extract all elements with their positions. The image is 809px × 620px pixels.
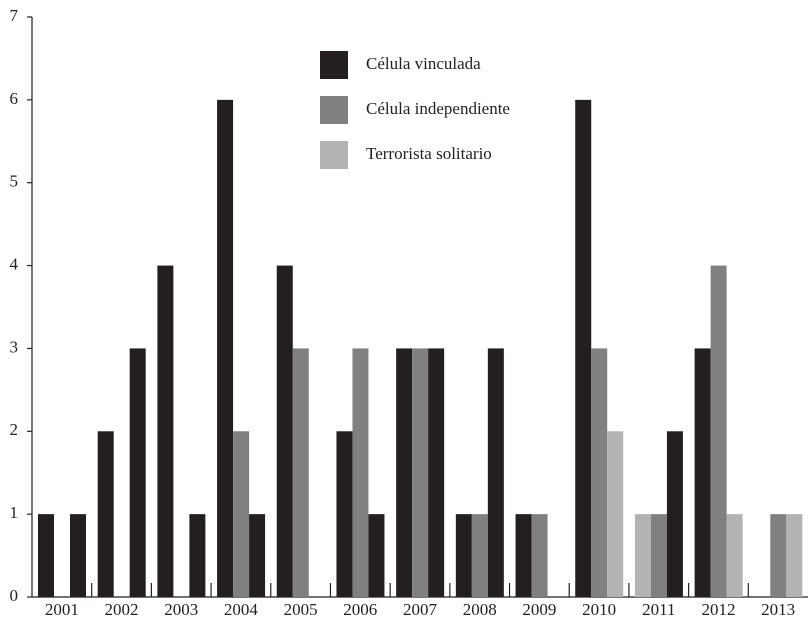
bar <box>428 348 445 597</box>
y-tick-label: 6 <box>10 89 19 108</box>
legend-label: Célula independiente <box>366 99 510 118</box>
x-tick-label: 2002 <box>105 600 139 619</box>
bar <box>694 348 711 597</box>
legend-swatch <box>320 96 348 124</box>
x-tick-label: 2006 <box>343 600 377 619</box>
bar <box>515 514 532 597</box>
y-tick-label: 1 <box>10 503 19 522</box>
bar <box>276 265 293 597</box>
bar <box>607 431 624 597</box>
bar <box>129 348 146 597</box>
bar <box>591 348 608 597</box>
x-tick-label: 2008 <box>463 600 497 619</box>
bar <box>189 514 206 597</box>
bar <box>786 514 803 597</box>
y-tick-label: 2 <box>10 420 19 439</box>
bar <box>38 514 54 597</box>
legend-label: Célula vinculada <box>366 54 481 73</box>
bar <box>710 265 727 597</box>
x-tick-label: 2010 <box>582 600 616 619</box>
bar <box>217 99 234 597</box>
legend-swatch <box>320 141 348 169</box>
bar <box>650 514 667 597</box>
bar <box>531 514 548 597</box>
x-tick-label: 2007 <box>403 600 438 619</box>
y-tick-label: 5 <box>10 172 19 191</box>
bar <box>471 514 488 597</box>
bar <box>666 431 683 597</box>
bar <box>634 514 651 597</box>
legend-swatch <box>320 51 348 79</box>
x-tick-label: 2011 <box>642 600 675 619</box>
bar <box>157 265 174 597</box>
x-tick-label: 2012 <box>701 600 735 619</box>
bar <box>396 348 413 597</box>
y-tick-label: 0 <box>10 586 19 605</box>
bar <box>368 514 385 597</box>
x-tick-label: 2013 <box>761 600 795 619</box>
y-tick-label: 7 <box>10 6 19 25</box>
bar <box>770 514 787 597</box>
bar <box>575 99 592 597</box>
bar <box>336 431 353 597</box>
bar <box>97 431 114 597</box>
bar <box>412 348 429 597</box>
y-tick-label: 3 <box>10 337 19 356</box>
bar <box>292 348 309 597</box>
legend-label: Terrorista solitario <box>366 144 492 163</box>
bar <box>455 514 472 597</box>
bar <box>487 348 504 597</box>
bar <box>352 348 369 597</box>
bar <box>726 514 743 597</box>
x-tick-label: 2003 <box>164 600 198 619</box>
bar <box>233 431 250 597</box>
bar <box>249 514 266 597</box>
y-tick-label: 4 <box>10 254 19 273</box>
x-tick-label: 2004 <box>224 600 259 619</box>
x-tick-label: 2009 <box>522 600 556 619</box>
x-tick-label: 2001 <box>45 600 79 619</box>
x-tick-label: 2005 <box>284 600 318 619</box>
bar <box>70 514 86 597</box>
